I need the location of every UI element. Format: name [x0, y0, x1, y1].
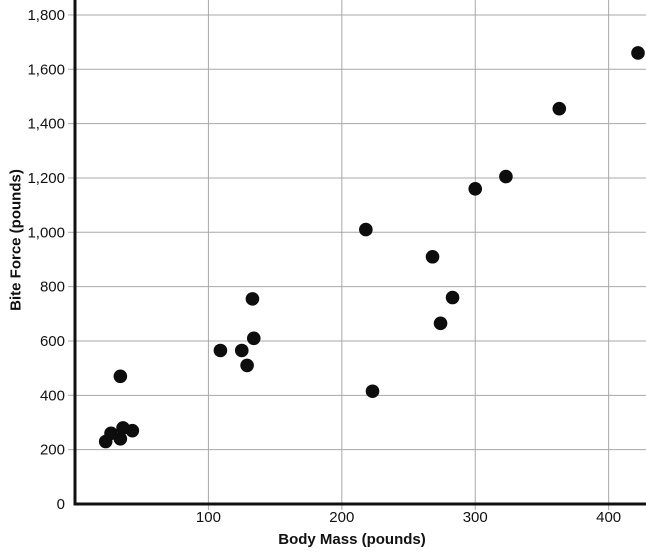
data-point: [240, 358, 254, 373]
data-point: [359, 222, 373, 237]
data-point: [433, 316, 448, 331]
data-point: [499, 169, 513, 184]
y-tick-label: 200: [40, 442, 65, 459]
y-tick-label: 1,400: [27, 116, 65, 133]
y-tick-label: 1,200: [27, 170, 65, 187]
data-point: [445, 290, 460, 305]
y-tick-label: 1,800: [27, 7, 65, 24]
y-tick-label: 800: [40, 279, 65, 296]
y-tick-label: 600: [40, 333, 65, 350]
data-point: [113, 369, 128, 384]
data-point: [113, 431, 128, 446]
data-point: [365, 384, 380, 399]
data-point: [125, 423, 140, 438]
data-point: [631, 46, 645, 60]
x-tick-label: 100: [196, 509, 221, 526]
x-tick-label: 300: [463, 509, 488, 526]
x-tick-label: 200: [329, 509, 354, 526]
y-tick-label: 0: [57, 496, 65, 513]
y-tick-label: 1,000: [27, 224, 65, 241]
y-axis-title: Bite Force (pounds): [7, 169, 25, 311]
data-point: [234, 343, 249, 358]
x-axis-title: Body Mass (pounds): [278, 531, 426, 548]
data-point: [213, 343, 228, 358]
data-point: [246, 331, 261, 346]
data-point: [245, 292, 260, 306]
x-tick-label: 400: [596, 509, 621, 526]
y-tick-label: 400: [40, 387, 65, 404]
data-point: [425, 249, 440, 264]
data-point: [552, 101, 567, 116]
y-tick-label: 1,600: [27, 61, 65, 78]
data-point: [468, 182, 483, 196]
